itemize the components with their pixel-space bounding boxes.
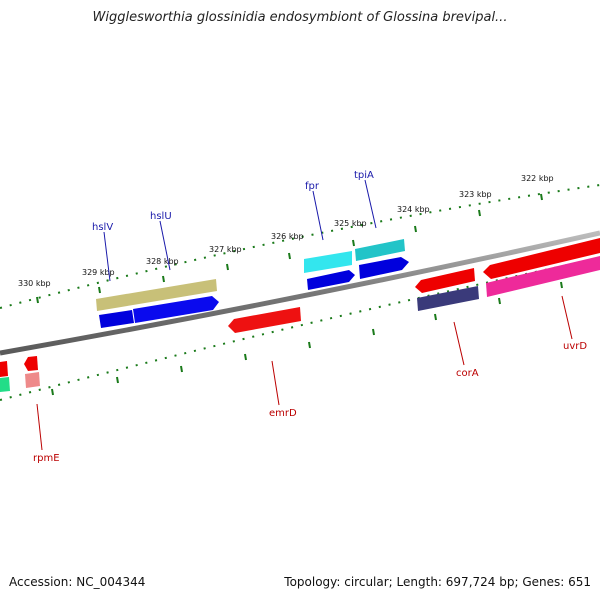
gene-label-hslV: hslV (92, 222, 113, 233)
scale-label-326: 326 kbp (271, 232, 304, 241)
gene-label-rpmE: rpmE (33, 453, 60, 464)
accession-text: Accession: NC_004344 (9, 575, 146, 589)
genome-title: Wigglesworthia glossinidia endosymbiont … (92, 10, 508, 25)
topology-text: Topology: circular; Length: 697,724 bp; … (284, 575, 591, 589)
gene-label-uvrD: uvrD (563, 341, 587, 352)
gene-rpmE-left-red (0, 361, 8, 377)
gene-hslU (133, 296, 219, 323)
scale-label-322: 322 kbp (521, 174, 554, 183)
gene-label-corA: corA (456, 368, 479, 379)
scale-labels: 330 kbp 329 kbp 328 kbp 327 kbp 326 kbp … (18, 174, 554, 288)
gene-leader-lines (36, 179, 573, 451)
reverse-genes (0, 238, 600, 392)
scale-label-329: 329 kbp (82, 268, 115, 277)
gene-hslV (99, 310, 134, 328)
outer-major-ticks (36, 193, 543, 304)
gene-labels: hslV hslU fpr tpiA rpmE emrD corA uvrD (33, 170, 587, 464)
gene-hslU-olive (96, 279, 217, 311)
gene-label-tpiA: tpiA (354, 170, 374, 181)
scale-label-330: 330 kbp (18, 279, 51, 288)
genome-backbone (0, 230, 600, 356)
scale-label-328: 328 kbp (146, 257, 179, 266)
gene-label-emrD: emrD (269, 408, 297, 419)
gene-fpr-blue (307, 270, 355, 290)
gene-uvrD-pink (486, 256, 600, 297)
gene-fpr-cyan (304, 251, 352, 273)
gene-label-fpr: fpr (305, 181, 320, 192)
gene-tpiA-teal (355, 239, 405, 261)
scale-label-327: 327 kbp (209, 245, 242, 254)
gene-corA-navy (417, 286, 479, 311)
gene-rpmE-red (24, 356, 38, 371)
scale-label-323: 323 kbp (459, 190, 492, 199)
gene-rpmE-left-green (0, 377, 10, 392)
gene-uvrD-red (483, 238, 600, 279)
forward-genes (96, 239, 409, 328)
gene-rpmE-pink (25, 372, 40, 388)
gene-tpiA-blue (359, 257, 409, 279)
scale-label-324: 324 kbp (397, 205, 430, 214)
gene-corA (415, 268, 475, 293)
gene-label-hslU: hslU (150, 211, 172, 222)
gene-emrD (228, 307, 301, 333)
scale-label-325: 325 kbp (334, 219, 367, 228)
inner-major-ticks (51, 281, 563, 396)
